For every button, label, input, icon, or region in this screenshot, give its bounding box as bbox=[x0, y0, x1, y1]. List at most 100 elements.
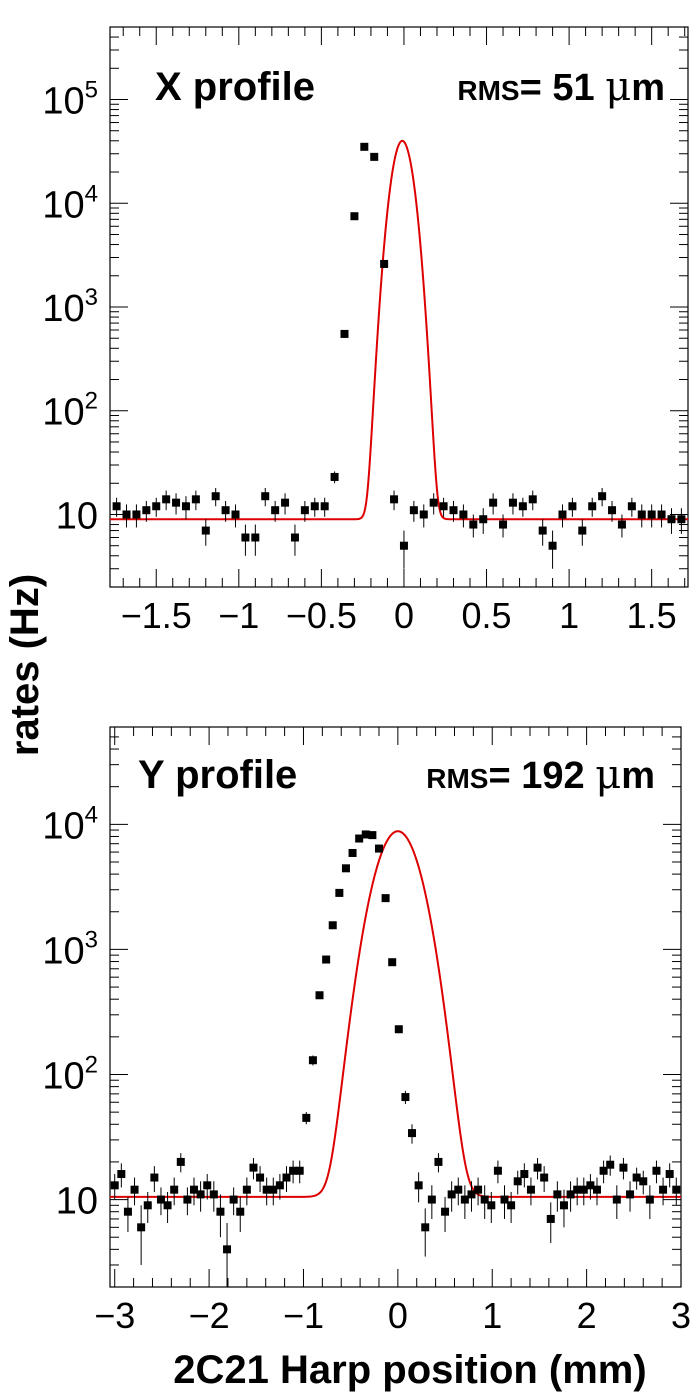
data-point bbox=[559, 1201, 568, 1210]
data-point bbox=[578, 526, 587, 535]
x-tick-label: −2 bbox=[189, 1295, 230, 1336]
fit-curve bbox=[110, 139, 688, 521]
data-point bbox=[467, 1190, 476, 1199]
y-tick-base: 10 bbox=[56, 1181, 98, 1223]
y-tick-label: 102 bbox=[42, 388, 98, 434]
data-point bbox=[598, 492, 607, 501]
y-tick-base: 10 bbox=[42, 288, 84, 330]
data-point bbox=[528, 495, 537, 504]
data-point bbox=[381, 894, 390, 903]
y-tick-base: 10 bbox=[42, 1055, 84, 1097]
data-point bbox=[419, 510, 428, 519]
data-point bbox=[203, 1181, 212, 1190]
y-tick-exponent: 2 bbox=[85, 388, 98, 415]
data-point bbox=[599, 1166, 608, 1175]
data-point bbox=[558, 510, 567, 519]
data-point bbox=[508, 498, 517, 507]
data-point bbox=[447, 1190, 456, 1199]
x-tick-label: −1.5 bbox=[121, 595, 192, 636]
data-point bbox=[513, 1177, 522, 1186]
data-point bbox=[617, 520, 626, 529]
data-point bbox=[460, 1195, 469, 1204]
data-point bbox=[368, 831, 377, 840]
data-point bbox=[308, 1056, 317, 1065]
data-point bbox=[647, 510, 656, 519]
data-point bbox=[320, 502, 329, 511]
data-point bbox=[619, 1163, 628, 1172]
rms-label: RMS bbox=[426, 763, 488, 794]
data-point bbox=[271, 506, 280, 515]
data-point bbox=[608, 506, 617, 515]
data-point bbox=[540, 1173, 549, 1182]
y-tick-base: 10 bbox=[42, 930, 84, 972]
data-point bbox=[566, 1190, 575, 1199]
data-point bbox=[249, 1163, 258, 1172]
data-point bbox=[170, 1185, 179, 1194]
data-point bbox=[211, 492, 220, 501]
x-tick-label: 0 bbox=[388, 1295, 408, 1336]
data-point bbox=[408, 1129, 417, 1138]
data-point bbox=[328, 921, 337, 930]
data-point bbox=[394, 1025, 403, 1034]
data-point bbox=[487, 1201, 496, 1210]
x-tick-label: 0.5 bbox=[462, 595, 512, 636]
data-point bbox=[122, 510, 131, 519]
data-point bbox=[480, 1195, 489, 1204]
y-tick-label: 104 bbox=[42, 180, 98, 226]
rms-unit: m bbox=[631, 67, 665, 109]
data-point bbox=[665, 1170, 674, 1179]
data-point bbox=[152, 502, 161, 511]
data-point bbox=[189, 1185, 198, 1194]
data-point bbox=[117, 1170, 126, 1179]
y-tick-exponent: 4 bbox=[85, 801, 98, 828]
data-point bbox=[533, 1163, 542, 1172]
data-point bbox=[251, 533, 260, 542]
data-point bbox=[110, 1181, 119, 1190]
fit-curve bbox=[110, 830, 681, 1198]
data-point bbox=[315, 991, 324, 1000]
data-point bbox=[388, 958, 397, 967]
data-point bbox=[518, 502, 527, 511]
data-point bbox=[657, 510, 666, 519]
data-point bbox=[350, 212, 359, 221]
x-tick-label: 0 bbox=[394, 595, 414, 636]
data-point bbox=[652, 1166, 661, 1175]
data-point bbox=[302, 1113, 311, 1122]
data-point bbox=[414, 1181, 423, 1190]
data-point bbox=[261, 492, 270, 501]
data-point bbox=[434, 1157, 443, 1166]
y-tick-label: 10 bbox=[56, 495, 98, 537]
data-point bbox=[269, 1185, 278, 1194]
data-point bbox=[526, 1185, 535, 1194]
data-point bbox=[223, 1245, 232, 1254]
data-point bbox=[310, 502, 319, 511]
data-point bbox=[469, 520, 478, 529]
data-point bbox=[667, 515, 676, 524]
data-point bbox=[568, 502, 577, 511]
y-tick-exponent: 4 bbox=[85, 180, 98, 207]
rms-value: = 51 bbox=[520, 67, 606, 109]
data-point bbox=[520, 1170, 529, 1179]
data-point bbox=[142, 506, 151, 515]
data-point bbox=[163, 1201, 172, 1210]
data-point bbox=[409, 506, 418, 515]
data-point bbox=[401, 1093, 410, 1102]
data-point bbox=[241, 533, 250, 542]
x-tick-label: 1 bbox=[482, 1295, 502, 1336]
data-point bbox=[340, 329, 349, 338]
data-point bbox=[360, 142, 369, 151]
panel-title: X profile bbox=[155, 65, 315, 109]
y-tick-label: 103 bbox=[42, 926, 98, 972]
plot-frame bbox=[109, 726, 682, 1288]
data-point bbox=[677, 515, 686, 524]
data-point bbox=[355, 834, 364, 843]
data-point bbox=[300, 506, 309, 515]
data-point bbox=[479, 515, 488, 524]
data-point bbox=[421, 1223, 430, 1232]
x-tick-label: 2 bbox=[577, 1295, 597, 1336]
rms-value: = 192 bbox=[488, 755, 595, 797]
data-point bbox=[289, 1166, 298, 1175]
data-point bbox=[441, 1207, 450, 1216]
data-point bbox=[172, 498, 181, 507]
